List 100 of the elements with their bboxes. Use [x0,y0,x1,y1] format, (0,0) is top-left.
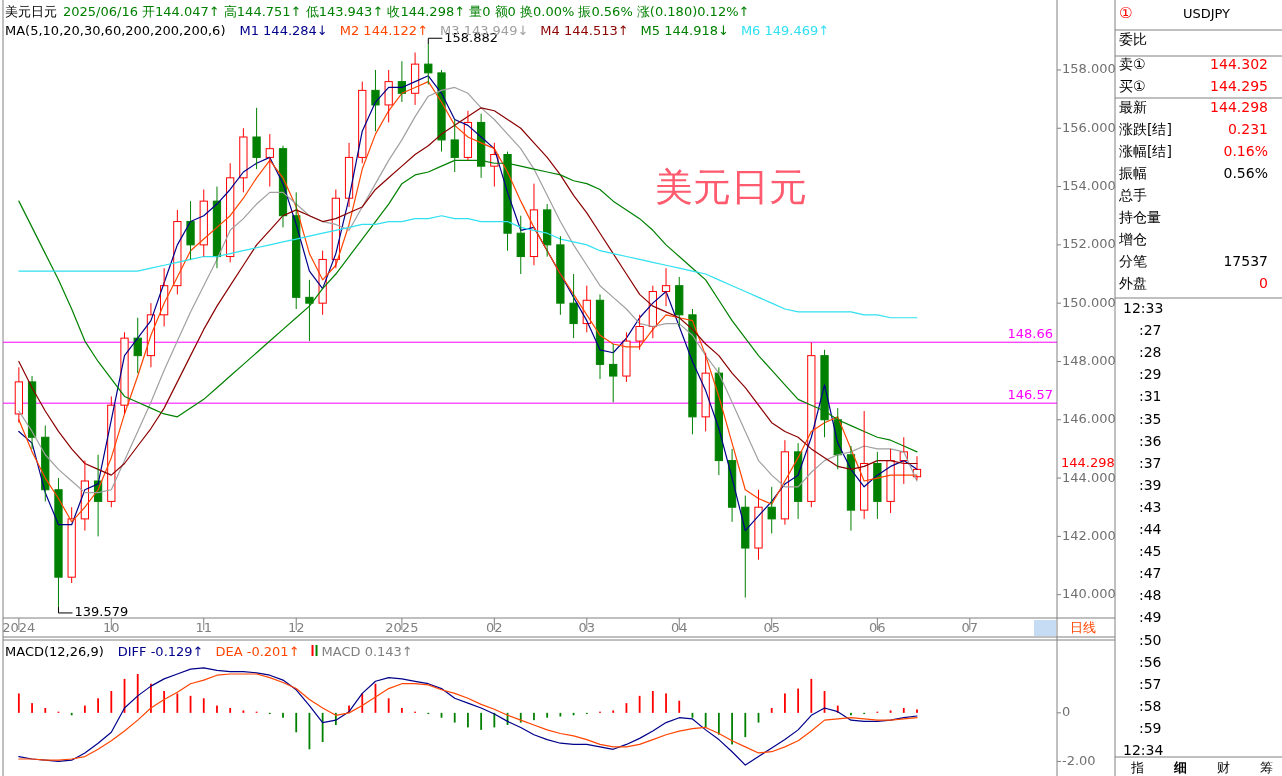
text: :59 [1139,719,1162,736]
y-tick-label: 148.000 [1062,352,1116,368]
category-label: 涨幅[结] [1119,143,1172,159]
text: :29 [1139,366,1162,383]
ref-line-label: 148.66 [1007,326,1053,342]
candlestick [371,69,380,132]
candlestick [767,486,776,534]
category-label: 买① [1119,78,1146,94]
text: :27 [1139,322,1162,339]
candlestick [186,200,195,260]
text: :44 [1139,521,1162,537]
candlestick [595,293,605,380]
candlestick [450,119,459,173]
candlestick [780,439,790,526]
text: 144.302 [1210,56,1268,72]
y-tick-label: 146.000 [1062,411,1116,427]
text: M4 144.513↑ [540,23,629,38]
category-label: 增仓 [1118,231,1147,247]
text: :36 [1139,432,1162,449]
text: 0 [1259,275,1268,291]
x-tick-label: 10 [103,620,120,635]
text: :31 [1139,388,1162,405]
candlestick [675,276,684,327]
candlestick [503,151,512,252]
y-tick-label: -2.00 [1062,752,1096,768]
y-tick-label: 152.000 [1062,236,1116,252]
category-label: 委比 [1119,31,1147,47]
candlestick [239,127,248,193]
candlestick [516,215,525,275]
text: 财 [1217,760,1230,775]
candlestick [688,308,697,435]
y-tick-label: 156.000 [1062,119,1116,135]
text: :28 [1139,344,1162,361]
legend-label: MACD 0.143↑ [321,644,413,659]
x-tick-label: 07 [961,620,979,635]
text: 12:34 [1123,742,1164,758]
text: 细 [1173,760,1187,775]
candlestick [120,331,129,415]
candlestick [67,506,76,584]
text: 指 [1130,760,1144,775]
x-tick-label: 02 [486,620,503,635]
text: :56 [1139,653,1162,670]
text: ① [1119,4,1133,22]
text: :58 [1139,697,1162,714]
category-label: 卖① [1119,56,1146,72]
text: :49 [1139,609,1162,626]
text: M1 144.284↓ [239,23,328,38]
text: :45 [1139,543,1162,560]
candlestick [133,317,142,374]
y-tick-label: 144.000 [1062,469,1116,485]
text: M6 149.469↑ [740,23,830,38]
candlestick [384,69,393,123]
text: 0.231 [1227,121,1268,137]
category-label: 涨跌[结] [1119,121,1172,137]
candlestick [569,273,578,339]
candlestick [886,448,895,514]
text: 0.16% [1223,143,1268,159]
candlestick [543,203,552,258]
text: :43 [1139,498,1162,515]
legend-title: MACD(12,26,9) [5,644,104,659]
candlestick [754,489,763,561]
candlestick [846,445,856,532]
y-tick-label: 140.000 [1062,586,1116,602]
text: 日线 [1070,620,1096,635]
x-tick-label: 05 [763,620,780,635]
x-tick-label: 11 [195,620,213,635]
text: :37 [1139,454,1162,471]
candlestick [635,314,644,351]
candlestick [556,235,565,316]
y-tick-label: 158.000 [1062,61,1116,77]
candlestick [424,43,433,86]
text: :50 [1139,631,1162,648]
text: :39 [1139,476,1162,493]
series-label: DIFF -0.129↑ [117,644,204,659]
text: M5 144.918↓ [640,23,729,38]
legend-title: MA(5,10,20,30,60,200,200,200,6) [5,23,226,38]
text: USDJPY [1182,6,1231,21]
candlestick [54,477,63,608]
x-tick-label: 06 [869,620,886,635]
x-tick-label: 04 [670,620,688,635]
candlestick [292,191,301,310]
text: 筹 [1260,760,1273,775]
text: :48 [1139,587,1162,604]
y-tick-label: 0 [1062,704,1071,720]
x-tick-label: 2025 [385,620,419,635]
candlestick [252,107,261,170]
text: 0.56% [1223,165,1268,181]
candlestick [265,133,274,188]
annotation: 美元日元 [655,165,807,209]
annotation: 139.579 [74,604,129,620]
text: :47 [1139,565,1162,582]
candlestick [305,279,314,342]
x-tick-label: 03 [578,620,596,635]
candlestick [661,267,671,307]
category-label: 外盘 [1119,275,1147,291]
candlestick [199,188,208,258]
text: 12:33 [1123,300,1164,316]
chart-title: 美元日元 [5,4,57,19]
category-label: 总手 [1118,187,1147,203]
candlestick [741,495,750,599]
